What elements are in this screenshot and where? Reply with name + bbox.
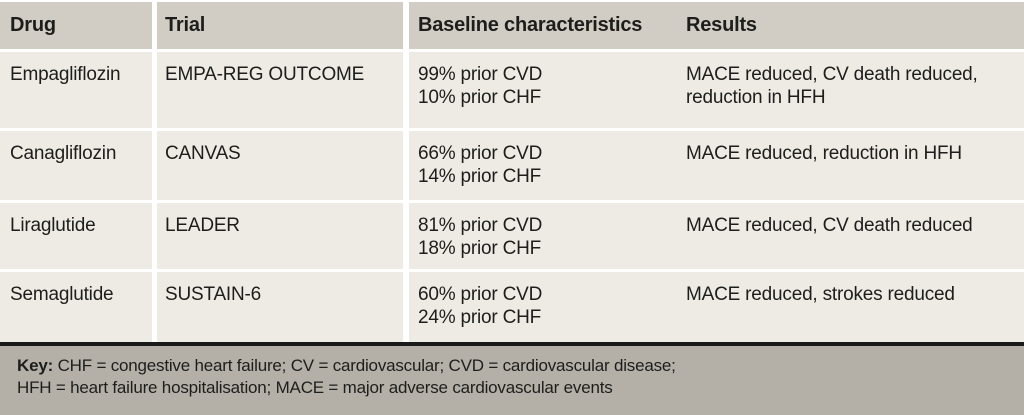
column-header-baseline-characteristics: Baseline characteristics bbox=[409, 2, 686, 49]
column-header-drug: Drug bbox=[0, 2, 152, 49]
key-line-2: HFH = heart failure hospitalisation; MAC… bbox=[17, 378, 613, 397]
key-label: Key: bbox=[17, 356, 54, 375]
baseline-cell: 66% prior CVD 14% prior CHF bbox=[409, 131, 686, 200]
key-line-1-text: CHF = congestive heart failure; CV = car… bbox=[57, 356, 676, 375]
drug-cell: Liraglutide bbox=[0, 203, 152, 269]
results-cell: MACE reduced, strokes reduced bbox=[686, 272, 1024, 342]
column-header-results: Results bbox=[686, 2, 1024, 49]
divider-rule bbox=[0, 342, 1024, 346]
results-cell: MACE reduced, CV death reduced, reductio… bbox=[686, 52, 1024, 128]
baseline-cell: 81% prior CVD 18% prior CHF bbox=[409, 203, 686, 269]
table-row-empagliflozin: Empagliflozin EMPA-REG OUTCOME 99% prior… bbox=[0, 52, 1024, 128]
key-footnote: Key: CHF = congestive heart failure; CV … bbox=[0, 346, 1024, 415]
trial-cell: LEADER bbox=[157, 203, 403, 269]
table-row-liraglutide: Liraglutide LEADER 81% prior CVD 18% pri… bbox=[0, 203, 1024, 269]
table-header-row: Drug Trial Baseline characteristics Resu… bbox=[0, 2, 1024, 49]
key-line-1: Key: CHF = congestive heart failure; CV … bbox=[17, 355, 1004, 377]
drug-cell: Empagliflozin bbox=[0, 52, 152, 128]
drug-cell: Semaglutide bbox=[0, 272, 152, 342]
trial-cell: SUSTAIN-6 bbox=[157, 272, 403, 342]
drug-cell: Canagliflozin bbox=[0, 131, 152, 200]
column-header-trial: Trial bbox=[157, 2, 403, 49]
trial-cell: EMPA-REG OUTCOME bbox=[157, 52, 403, 128]
trial-cell: CANVAS bbox=[157, 131, 403, 200]
results-cell: MACE reduced, reduction in HFH bbox=[686, 131, 1024, 200]
table-row-semaglutide: Semaglutide SUSTAIN-6 60% prior CVD 24% … bbox=[0, 272, 1024, 342]
table-row-canagliflozin: Canagliflozin CANVAS 66% prior CVD 14% p… bbox=[0, 131, 1024, 200]
baseline-cell: 99% prior CVD 10% prior CHF bbox=[409, 52, 686, 128]
results-cell: MACE reduced, CV death reduced bbox=[686, 203, 1024, 269]
baseline-cell: 60% prior CVD 24% prior CHF bbox=[409, 272, 686, 342]
